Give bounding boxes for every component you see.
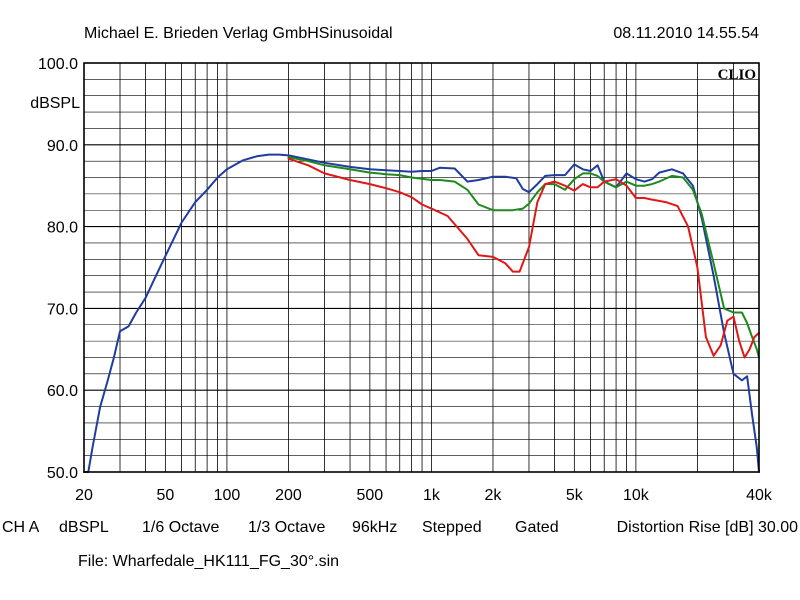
y-tick-label: 100.0	[38, 56, 78, 73]
footer-smoothing: 1/6 Octave	[142, 519, 219, 536]
plot-grid	[84, 63, 759, 472]
x-tick-label: 1k	[423, 487, 441, 504]
x-tick-label: 10k	[623, 487, 650, 504]
footer-unit: dBSPL	[59, 519, 109, 536]
plot-series	[83, 153, 760, 473]
footer-stepped: Stepped	[422, 519, 482, 536]
series-line-1	[83, 153, 760, 473]
clio-logo: CLIO	[718, 67, 756, 83]
y-tick-label: 60.0	[47, 383, 78, 400]
x-tick-label: 5k	[566, 487, 584, 504]
footer-gated: Gated	[515, 519, 559, 536]
x-tick-label: 100	[214, 487, 241, 504]
x-tick-label: 40k	[746, 487, 773, 504]
x-tick-label: 50	[156, 487, 174, 504]
y-axis-label: dBSPL	[30, 95, 80, 112]
x-tick-label: 2k	[485, 487, 503, 504]
x-tick-labels: 20 50 100 200 500 1k 2k 5k 10k 40k	[75, 487, 773, 504]
x-tick-label: 500	[357, 487, 384, 504]
series-line-3	[287, 157, 760, 359]
y-tick-label: 90.0	[47, 138, 78, 155]
plot-frame	[83, 62, 760, 473]
header-timestamp: 08.11.2010 14.55.54	[613, 25, 759, 42]
header-title: Michael E. Brieden Verlag GmbHSinusoidal	[84, 25, 393, 42]
footer-settings: CH A dBSPL 1/6 Octave 1/3 Octave 96kHz S…	[2, 519, 798, 536]
footer-resolution: 1/3 Octave	[248, 519, 325, 536]
footer-distortion: Distortion Rise [dB] 30.00	[617, 519, 799, 536]
y-tick-label: 80.0	[47, 220, 78, 237]
x-tick-label: 200	[275, 487, 302, 504]
y-tick-label: 50.0	[47, 465, 78, 482]
footer-channel: CH A	[2, 519, 40, 536]
footer-file: File: Wharfedale_HK111_FG_30°.sin	[78, 553, 339, 570]
footer-rate: 96kHz	[352, 519, 397, 536]
series-line-2	[287, 156, 760, 359]
y-tick-label: 70.0	[47, 301, 78, 318]
y-tick-labels: 100.0 90.0 80.0 70.0 60.0 50.0	[38, 56, 78, 482]
x-tick-label: 20	[75, 487, 93, 504]
